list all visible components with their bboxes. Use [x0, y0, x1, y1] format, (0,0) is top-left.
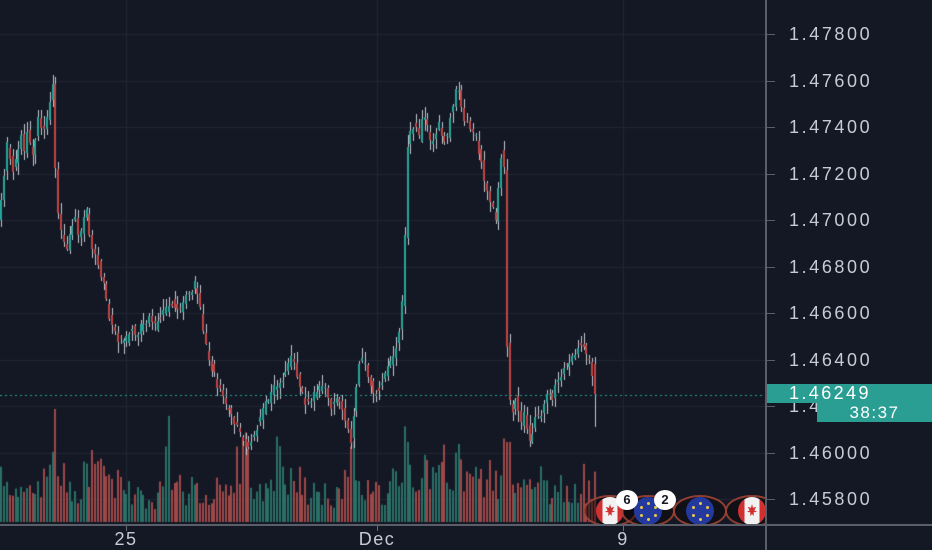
time-axis-label[interactable]: 9 [617, 529, 629, 549]
eu-stars-icon [699, 510, 702, 513]
price-axis-label: 1.45800 [789, 489, 873, 509]
current-price-label: 1.46249 [767, 384, 932, 403]
price-axis-tick [767, 267, 775, 268]
pane-separator [765, 526, 767, 550]
price-axis-tick [767, 174, 775, 175]
eu-flag-icon[interactable] [686, 497, 714, 524]
current-price-value: 1.46249 [789, 383, 871, 403]
price-axis[interactable]: 1.47800 1.47600 1.47400 1.47200 1.47000 1.468… [765, 0, 932, 524]
price-axis-label: 1.47000 [789, 210, 873, 230]
price-axis-tick [767, 220, 775, 221]
price-axis-label: 1.46800 [789, 256, 873, 277]
price-axis-label: 1.46600 [789, 303, 873, 323]
time-axis-tick [377, 526, 378, 531]
price-axis-label: 1.47600 [789, 70, 873, 91]
time-axis-tick [126, 526, 127, 531]
price-axis-tick [767, 81, 775, 82]
time-axis-label[interactable]: 25 [114, 529, 138, 549]
time-axis[interactable]: 25 Dec 9 [0, 524, 932, 550]
price-axis-tick [767, 360, 775, 361]
price-axis-label: 1.47200 [789, 163, 873, 184]
price-axis-tick [767, 406, 775, 407]
price-axis-label: 1.46400 [789, 349, 873, 370]
price-axis-label: 1.47400 [789, 117, 873, 137]
eu-stars-icon [647, 510, 650, 513]
event-count-badge[interactable]: 2 [654, 490, 676, 510]
price-axis-tick [767, 127, 775, 128]
canada-flag-icon[interactable] [738, 497, 765, 524]
price-axis-tick [767, 499, 775, 500]
time-axis-label[interactable]: Dec [358, 529, 396, 549]
price-axis-label: 1.47800 [789, 24, 873, 44]
price-axis-tick [767, 34, 775, 35]
countdown-value: 38:37 [849, 403, 900, 422]
price-axis-tick [767, 453, 775, 454]
candlestick-chart-canvas[interactable] [0, 0, 765, 524]
time-axis-tick [623, 526, 624, 531]
maple-leaf-icon [746, 504, 758, 517]
event-count-badge[interactable]: 6 [616, 490, 638, 510]
maple-leaf-icon [604, 504, 616, 517]
price-axis-label: 1.46000 [789, 442, 873, 463]
bar-countdown-label: 38:37 [817, 403, 932, 422]
price-axis-tick [767, 313, 775, 314]
